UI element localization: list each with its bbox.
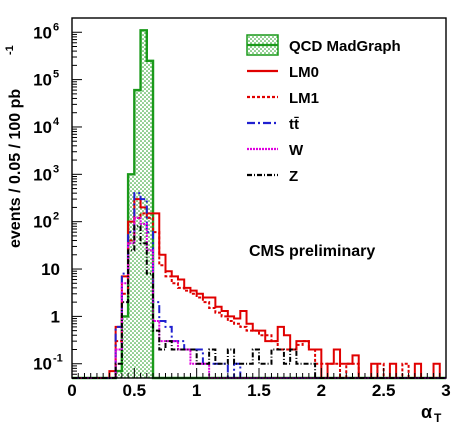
series-lm1-line [72, 212, 446, 379]
x-tick-label: 1 [192, 381, 201, 400]
x-axis: 0 0.5 1 1.5 2 2.5 3 [67, 368, 451, 400]
histogram-layer [72, 29, 446, 380]
y-tick-label: 10 [41, 260, 60, 279]
y-tick-label: 10 [33, 213, 52, 232]
legend-label-ttbar: tt̄ [289, 116, 299, 133]
y-tick-label: 10 [33, 355, 52, 374]
series-qcd-madgraph-fill [72, 30, 446, 378]
x-axis-title: α [421, 402, 432, 422]
x-tick-label: 3 [441, 381, 450, 400]
y-axis-title-superscript: -1 [4, 45, 16, 55]
y-tick-label: 10 [33, 165, 52, 184]
y-tick-label-exponent: 2 [53, 211, 59, 223]
y-tick-label: 1 [51, 307, 60, 326]
legend-label-w: W [289, 142, 304, 159]
legend-label-z: Z [289, 168, 298, 185]
x-tick-label: 1.5 [247, 381, 271, 400]
y-tick-label-exponent: -1 [53, 353, 63, 365]
y-tick-label: 10 [33, 23, 52, 42]
y-tick-label-exponent: 5 [53, 69, 59, 81]
y-tick-label-exponent: 4 [53, 116, 60, 128]
y-tick-label-exponent: 6 [53, 21, 59, 33]
legend-label-lm1: LM1 [289, 90, 319, 107]
y-tick-label: 10 [33, 71, 52, 90]
x-tick-label: 2 [317, 381, 326, 400]
y-axis-title: events / 0.05 / 100 pb [7, 89, 24, 248]
x-tick-label: 2.5 [372, 381, 396, 400]
legend-label-lm0: LM0 [289, 64, 319, 81]
x-tick-label: 0.5 [123, 381, 147, 400]
y-tick-label: 10 [33, 118, 52, 137]
legend-label-qcd-madgraph: QCD MadGraph [289, 38, 401, 55]
y-tick-label-exponent: 3 [53, 163, 59, 175]
cms-preliminary-label: CMS preliminary [249, 243, 375, 260]
legend: QCD MadGraph LM0 LM1 tt̄ WZ [246, 34, 401, 185]
x-axis-title-subscript: T [434, 411, 442, 425]
x-tick-label: 0 [67, 381, 76, 400]
